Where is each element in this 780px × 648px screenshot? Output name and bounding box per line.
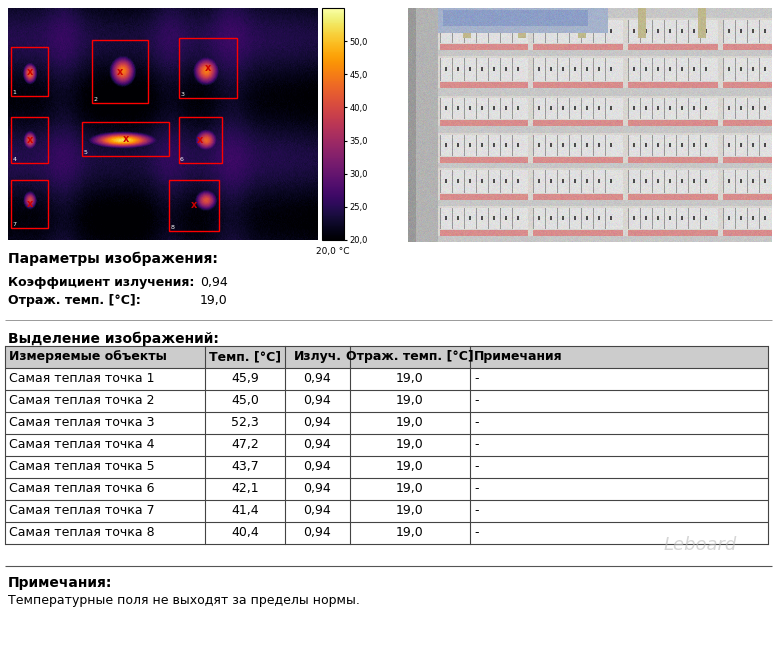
Text: 1: 1 (12, 90, 16, 95)
Text: 0,94: 0,94 (303, 504, 332, 517)
Text: Отраж. темп. [°C]:: Отраж. темп. [°C]: (8, 294, 140, 307)
Text: 2: 2 (94, 97, 98, 102)
Text: 19,0: 19,0 (396, 460, 424, 473)
Bar (92, 40, 147, 103)
Bar (11, 117, 48, 163)
Text: -: - (474, 372, 478, 385)
Text: -: - (474, 416, 478, 429)
Text: 0,94: 0,94 (303, 526, 332, 539)
Text: 45,0: 45,0 (231, 394, 259, 407)
Text: 20,0 °C: 20,0 °C (316, 247, 349, 256)
Text: 4: 4 (12, 157, 16, 162)
Text: 19,0: 19,0 (396, 394, 424, 407)
Text: 19,0: 19,0 (396, 438, 424, 451)
Text: 5: 5 (84, 150, 88, 156)
Bar (179, 117, 222, 163)
Text: 47,2: 47,2 (231, 438, 259, 451)
Text: Температурные поля не выходят за пределы нормы.: Температурные поля не выходят за пределы… (8, 594, 360, 607)
Bar (169, 179, 219, 231)
Text: Отраж. темп. [°C]: Отраж. темп. [°C] (346, 350, 474, 363)
Text: 43,7: 43,7 (231, 460, 259, 473)
Text: Leboard: Leboard (663, 536, 736, 554)
Text: 0,94: 0,94 (303, 416, 332, 429)
Text: 19,0: 19,0 (396, 504, 424, 517)
Text: -: - (474, 460, 478, 473)
Bar (11, 179, 48, 228)
Text: x: x (191, 200, 197, 210)
Text: 0,94: 0,94 (303, 482, 332, 495)
Text: 3: 3 (180, 92, 184, 97)
Text: Излуч.: Излуч. (293, 350, 342, 363)
Text: Самая теплая точка 4: Самая теплая точка 4 (9, 438, 154, 451)
Text: 0,94: 0,94 (303, 394, 332, 407)
Text: x: x (27, 199, 33, 209)
Text: 19,0: 19,0 (396, 482, 424, 495)
Text: -: - (474, 394, 478, 407)
Text: 0,94: 0,94 (303, 438, 332, 451)
Bar (83, 122, 169, 156)
Text: 8: 8 (171, 225, 175, 229)
Bar (5, 346, 768, 368)
Text: 19,0: 19,0 (200, 294, 228, 307)
Text: Самая теплая точка 5: Самая теплая точка 5 (9, 460, 154, 473)
Bar (179, 38, 237, 98)
Text: x: x (27, 67, 33, 77)
Text: Выделение изображений:: Выделение изображений: (8, 332, 219, 346)
Text: 6: 6 (180, 157, 184, 162)
Text: Примечания: Примечания (474, 350, 562, 363)
Text: 0,94: 0,94 (303, 460, 332, 473)
Text: Примечания:: Примечания: (8, 576, 112, 590)
Text: -: - (474, 504, 478, 517)
Text: Измеряемые объекты: Измеряемые объекты (9, 350, 167, 363)
Text: Самая теплая точка 3: Самая теплая точка 3 (9, 416, 154, 429)
Text: x: x (197, 135, 204, 145)
Text: -: - (474, 526, 478, 539)
Text: x: x (205, 64, 211, 73)
Text: Самая теплая точка 8: Самая теплая точка 8 (9, 526, 154, 539)
Text: x: x (27, 135, 33, 145)
Text: 0,94: 0,94 (303, 372, 332, 385)
Text: -: - (474, 438, 478, 451)
Text: 45,9: 45,9 (231, 372, 259, 385)
Text: 7: 7 (12, 222, 16, 227)
Text: -: - (474, 482, 478, 495)
Bar (11, 47, 48, 96)
Text: Коэффициент излучения:: Коэффициент излучения: (8, 276, 194, 289)
Text: Параметры изображения:: Параметры изображения: (8, 252, 218, 266)
Text: Темп. [°C]: Темп. [°C] (209, 350, 281, 363)
Text: 0,94: 0,94 (200, 276, 228, 289)
Text: 42,1: 42,1 (231, 482, 259, 495)
Text: Самая теплая точка 1: Самая теплая точка 1 (9, 372, 154, 385)
Text: 40,4: 40,4 (231, 526, 259, 539)
Text: Самая теплая точка 6: Самая теплая точка 6 (9, 482, 154, 495)
Text: 19,0: 19,0 (396, 526, 424, 539)
Text: 19,0: 19,0 (396, 416, 424, 429)
Text: Самая теплая точка 2: Самая теплая точка 2 (9, 394, 154, 407)
Text: 41,4: 41,4 (231, 504, 259, 517)
Text: 19,0: 19,0 (396, 372, 424, 385)
Text: x: x (122, 134, 129, 144)
Text: x: x (116, 67, 122, 77)
Text: Самая теплая точка 7: Самая теплая точка 7 (9, 504, 154, 517)
Text: 52,3: 52,3 (231, 416, 259, 429)
